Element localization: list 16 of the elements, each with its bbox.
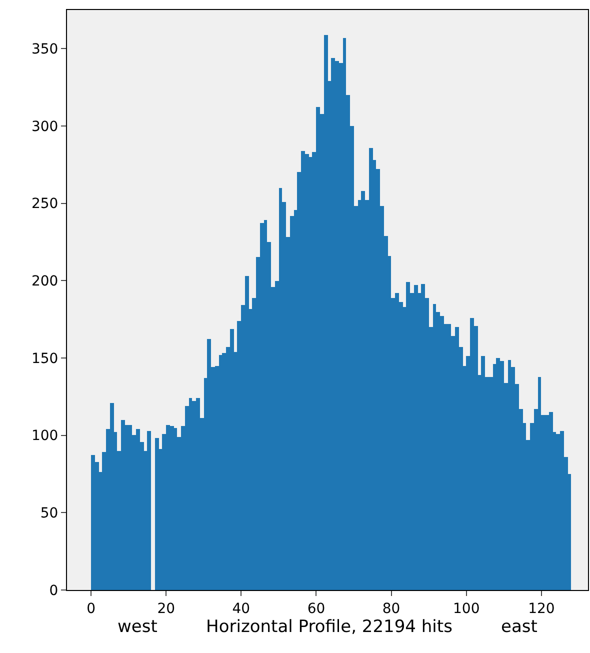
- y-tick-label: 100: [31, 428, 58, 444]
- x-tick-label: 0: [86, 600, 96, 617]
- x-tick-label: 80: [382, 600, 400, 617]
- y-tick-label: 0: [49, 582, 58, 599]
- x-tick-label: 60: [307, 600, 326, 617]
- x-axis-title: west Horizontal Profile, 22194 hits east: [118, 617, 538, 638]
- y-tick-label: 250: [31, 196, 58, 212]
- y-tick-label: 200: [31, 274, 58, 290]
- x-tick-label: 100: [453, 600, 480, 617]
- y-tick-label: 50: [40, 506, 58, 522]
- x-tick-label: 40: [232, 600, 250, 617]
- y-tick-label: 350: [31, 42, 58, 58]
- x-tick-label: 20: [157, 600, 176, 617]
- x-tick-label: 120: [528, 600, 555, 617]
- y-tick-label: 300: [31, 118, 58, 135]
- y-tick-label: 150: [31, 350, 58, 367]
